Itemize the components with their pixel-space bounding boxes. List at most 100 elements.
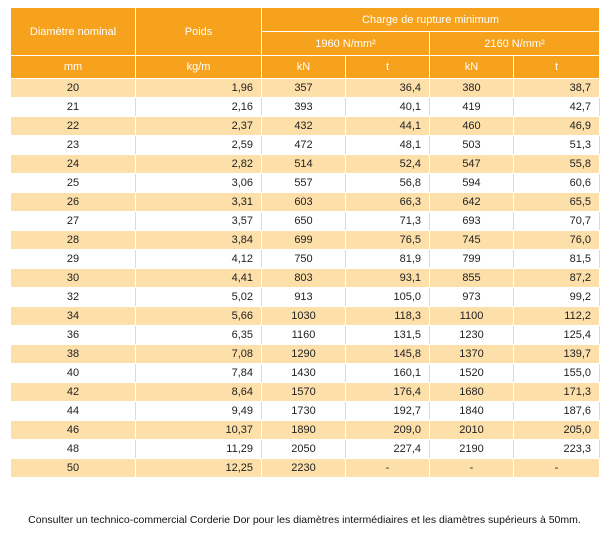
cell-kn-1960: 393 xyxy=(261,97,346,117)
cell-kn-1960: 1570 xyxy=(261,382,346,402)
header-weight: Poids xyxy=(135,7,262,56)
table-row: 26 3,31 603 66,3 642 65,5 xyxy=(10,192,601,212)
cell-t-2160: 46,9 xyxy=(512,116,601,136)
cell-t-1960: 227,4 xyxy=(345,439,430,459)
unit-kn-1960: kN xyxy=(261,55,346,79)
table-row: 29 4,12 750 81,9 799 81,5 xyxy=(10,249,601,269)
table-body: 20 1,96 357 36,4 380 38,7 21 2,16 393 40,1 419 42,7… xyxy=(10,78,601,478)
cell-kn-2160: 1680 xyxy=(429,382,514,402)
cell-kn-1960: 699 xyxy=(261,230,346,250)
cell-t-2160: 139,7 xyxy=(512,344,601,364)
cell-t-1960: 66,3 xyxy=(345,192,430,212)
cell-kn-2160: 460 xyxy=(429,116,514,136)
cell-kn-1960: 1160 xyxy=(261,325,346,345)
cell-t-1960: 76,5 xyxy=(345,230,430,250)
cell-weight: 4,12 xyxy=(135,249,262,269)
cell-kn-2160: 642 xyxy=(429,192,514,212)
cell-t-2160: 205,0 xyxy=(512,420,601,440)
table-row: 25 3,06 557 56,8 594 60,6 xyxy=(10,173,601,193)
cell-weight: 3,57 xyxy=(135,211,262,231)
cell-diameter: 50 xyxy=(10,458,136,478)
table-row: 36 6,35 1160 131,5 1230 125,4 xyxy=(10,325,601,345)
table-row: 48 11,29 2050 227,4 2190 223,3 xyxy=(10,439,601,459)
cell-kn-2160: 1840 xyxy=(429,401,514,421)
cell-weight: 4,41 xyxy=(135,268,262,288)
cell-weight: 11,29 xyxy=(135,439,262,459)
cell-kn-1960: 1890 xyxy=(261,420,346,440)
cell-t-2160: 42,7 xyxy=(512,97,601,117)
cell-t-2160: 38,7 xyxy=(512,78,601,98)
cell-t-2160: 187,6 xyxy=(512,401,601,421)
cell-t-1960: 105,0 xyxy=(345,287,430,307)
cell-t-1960: 52,4 xyxy=(345,154,430,174)
cell-t-2160: 65,5 xyxy=(512,192,601,212)
footnote: Consulter un technico-commercial Corderi… xyxy=(28,514,581,526)
cell-kn-2160: 380 xyxy=(429,78,514,98)
cell-kn-2160: 693 xyxy=(429,211,514,231)
cell-diameter: 21 xyxy=(10,97,136,117)
spec-table-container: Diamètre nominal Poids Charge de rupture… xyxy=(10,7,601,478)
table-row: 21 2,16 393 40,1 419 42,7 xyxy=(10,97,601,117)
table-row: 23 2,59 472 48,1 503 51,3 xyxy=(10,135,601,155)
cell-weight: 2,37 xyxy=(135,116,262,136)
cell-diameter: 29 xyxy=(10,249,136,269)
cell-t-2160: 125,4 xyxy=(512,325,601,345)
cell-t-2160: 171,3 xyxy=(512,382,601,402)
cell-t-2160: 81,5 xyxy=(512,249,601,269)
cell-weight: 2,59 xyxy=(135,135,262,155)
table-row: 28 3,84 699 76,5 745 76,0 xyxy=(10,230,601,250)
cell-t-1960: 160,1 xyxy=(345,363,430,383)
cell-kn-2160: 973 xyxy=(429,287,514,307)
cell-weight: 3,84 xyxy=(135,230,262,250)
cell-t-2160: 99,2 xyxy=(512,287,601,307)
cell-t-1960: 36,4 xyxy=(345,78,430,98)
cell-kn-2160: 799 xyxy=(429,249,514,269)
cell-kn-2160: 2190 xyxy=(429,439,514,459)
cell-t-1960: 118,3 xyxy=(345,306,430,326)
cell-kn-2160: 855 xyxy=(429,268,514,288)
cell-kn-2160: 594 xyxy=(429,173,514,193)
cell-weight: 9,49 xyxy=(135,401,262,421)
cell-diameter: 28 xyxy=(10,230,136,250)
table-row: 24 2,82 514 52,4 547 55,8 xyxy=(10,154,601,174)
cell-diameter: 24 xyxy=(10,154,136,174)
cell-kn-1960: 357 xyxy=(261,78,346,98)
cell-kn-1960: 1030 xyxy=(261,306,346,326)
table-row: 22 2,37 432 44,1 460 46,9 xyxy=(10,116,601,136)
cell-kn-1960: 514 xyxy=(261,154,346,174)
cell-kn-2160: 1230 xyxy=(429,325,514,345)
cell-weight: 3,31 xyxy=(135,192,262,212)
cell-t-2160: 112,2 xyxy=(512,306,601,326)
unit-kgm: kg/m xyxy=(135,55,262,79)
cell-kn-1960: 1430 xyxy=(261,363,346,383)
cell-weight: 7,08 xyxy=(135,344,262,364)
cell-kn-1960: 2050 xyxy=(261,439,346,459)
cell-t-2160: 55,8 xyxy=(512,154,601,174)
cell-t-2160: 51,3 xyxy=(512,135,601,155)
cell-kn-2160: 1100 xyxy=(429,306,514,326)
cell-weight: 10,37 xyxy=(135,420,262,440)
cell-weight: 12,25 xyxy=(135,458,262,478)
cell-kn-1960: 2230 xyxy=(261,458,346,478)
cell-diameter: 32 xyxy=(10,287,136,307)
cell-diameter: 23 xyxy=(10,135,136,155)
cell-diameter: 40 xyxy=(10,363,136,383)
cell-diameter: 27 xyxy=(10,211,136,231)
cell-kn-1960: 603 xyxy=(261,192,346,212)
cell-kn-2160: - xyxy=(429,458,514,478)
cell-weight: 7,84 xyxy=(135,363,262,383)
cell-diameter: 34 xyxy=(10,306,136,326)
table-row: 42 8,64 1570 176,4 1680 171,3 xyxy=(10,382,601,402)
cell-kn-2160: 419 xyxy=(429,97,514,117)
cell-weight: 5,02 xyxy=(135,287,262,307)
table-header: Diamètre nominal Poids Charge de rupture… xyxy=(10,7,601,79)
cell-diameter: 30 xyxy=(10,268,136,288)
cell-kn-1960: 750 xyxy=(261,249,346,269)
cell-weight: 1,96 xyxy=(135,78,262,98)
cell-kn-2160: 745 xyxy=(429,230,514,250)
cell-t-1960: 40,1 xyxy=(345,97,430,117)
cell-t-1960: 176,4 xyxy=(345,382,430,402)
cell-kn-2160: 2010 xyxy=(429,420,514,440)
cell-t-1960: - xyxy=(345,458,430,478)
cell-kn-2160: 1370 xyxy=(429,344,514,364)
